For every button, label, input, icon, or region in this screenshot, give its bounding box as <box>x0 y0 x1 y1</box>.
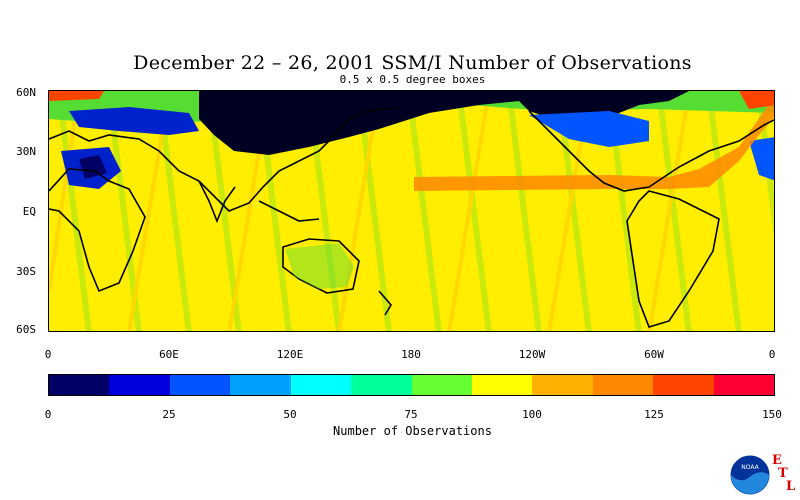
lat-label-30s: 30S <box>16 265 36 278</box>
colorbar-segment <box>169 375 231 395</box>
top-right-red <box>739 91 774 109</box>
colorbar-tick-50: 50 <box>283 408 297 421</box>
lat-label-eq: EQ <box>22 205 36 218</box>
noaa-logo: NOAA <box>730 455 770 499</box>
lat-label-60s: 60S <box>16 323 36 336</box>
colorbar-segment <box>351 375 412 395</box>
australia-green <box>285 243 354 289</box>
etl-letter-e: E <box>772 453 782 468</box>
colorbar-segment <box>653 375 714 395</box>
colorbar <box>48 374 775 396</box>
colorbar-title: Number of Observations <box>333 424 492 438</box>
etl-letter-l: L <box>786 479 796 494</box>
caspian-dark-region <box>79 155 107 179</box>
lon-label-180: 180 <box>401 348 421 361</box>
colorbar-segment <box>290 375 352 395</box>
europe-east-blue-region <box>749 137 774 181</box>
colorbar-tick-125: 125 <box>644 408 664 421</box>
swath-texture <box>49 91 774 331</box>
lat-label-30n: 30N <box>16 145 36 158</box>
lon-label-0: 0 <box>44 348 52 361</box>
orange-band <box>414 97 774 191</box>
colorbar-tick-0: 0 <box>44 408 52 421</box>
top-left-red <box>49 91 104 101</box>
colorbar-tick-100: 100 <box>522 408 542 421</box>
north-america-black-region <box>509 91 689 131</box>
colorbar-tick-150: 150 <box>762 408 782 421</box>
lon-label-120w: 120W <box>518 348 546 361</box>
lon-label-60e: 60E <box>159 348 179 361</box>
lat-label-60n: 60N <box>16 86 36 99</box>
map-subtitle: 0.5 x 0.5 degree boxes <box>339 73 486 86</box>
europe-blue-region <box>69 107 199 135</box>
lon-label-120e: 120E <box>276 348 304 361</box>
colorbar-segment <box>592 375 654 395</box>
map-svg <box>49 91 774 331</box>
etl-letter-t: T <box>778 466 788 481</box>
observation-map <box>48 90 775 332</box>
colorbar-tick-75: 75 <box>404 408 418 421</box>
colorbar-segment <box>532 375 593 395</box>
colorbar-segment <box>411 375 472 395</box>
colorbar-tick-25: 25 <box>162 408 176 421</box>
eurasia-black-region <box>199 91 519 155</box>
noaa-logo-text: NOAA <box>741 464 759 471</box>
lon-label-60w: 60W <box>644 348 664 361</box>
colorbar-segment <box>713 375 775 395</box>
noaa-logo-icon: NOAA <box>730 455 770 495</box>
map-title: December 22 – 26, 2001 SSM/I Number of O… <box>133 52 692 74</box>
colorbar-segment <box>471 375 533 395</box>
north-america-blue-region <box>529 111 649 147</box>
coastlines <box>49 106 774 328</box>
colorbar-segment <box>230 375 291 395</box>
colorbar-segment <box>109 375 170 395</box>
lon-label-0-end: 0 <box>768 348 776 361</box>
colorbar-segment <box>49 375 110 395</box>
